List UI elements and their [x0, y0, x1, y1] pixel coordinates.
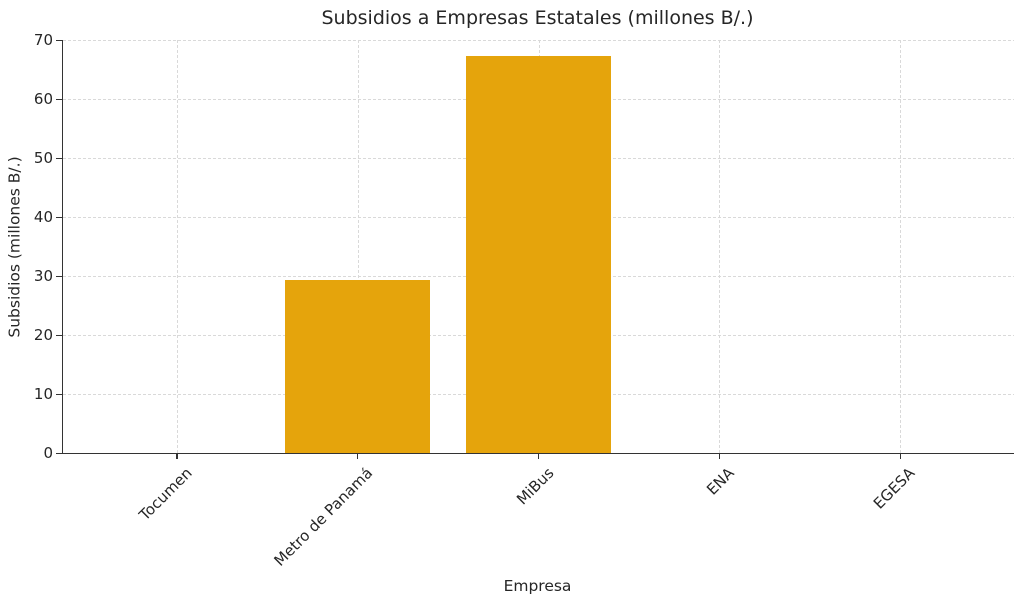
- y-axis-label-text: Subsidios (millones B/.): [6, 155, 25, 338]
- vertical-gridline: [357, 40, 359, 453]
- vertical-gridline: [176, 40, 178, 453]
- x-axis-tick: [538, 453, 540, 459]
- y-axis-tick: [56, 334, 63, 336]
- bar: [466, 55, 611, 453]
- y-axis-tick: [56, 157, 63, 159]
- y-tick-label: 60: [33, 90, 53, 108]
- y-axis-tick: [56, 39, 63, 41]
- y-tick-label: 50: [33, 149, 53, 167]
- y-axis-tick: [56, 275, 63, 277]
- x-tick-label: MiBus: [512, 464, 558, 509]
- x-axis-tick: [176, 453, 178, 459]
- vertical-gridline: [900, 40, 902, 453]
- x-tick-label: Metro de Panamá: [270, 464, 377, 570]
- x-axis-tick: [357, 453, 359, 459]
- y-tick-label: 20: [33, 326, 53, 344]
- y-axis-tick: [56, 452, 63, 454]
- plot-area: 0 10 20 30 40 50 60 70 Tocumen Metro de Panamá MiB…: [34, 31, 1014, 570]
- y-axis-tick: [56, 216, 63, 218]
- x-tick-label: ENA: [703, 464, 739, 499]
- y-axis-tick: [56, 393, 63, 395]
- y-tick-label: 30: [33, 267, 53, 285]
- y-axis-tick: [56, 98, 63, 100]
- bar: [285, 280, 430, 453]
- x-axis-label: Empresa: [503, 577, 572, 595]
- y-tick-label: 0: [43, 444, 53, 462]
- x-axis-tick: [899, 453, 901, 459]
- y-tick-label: 10: [33, 385, 53, 403]
- y-tick-label: 70: [33, 31, 53, 49]
- vertical-gridline: [719, 40, 721, 453]
- x-tick-label: EGESA: [870, 464, 919, 513]
- x-axis-tick: [718, 453, 721, 459]
- x-tick-label: Tocumen: [135, 464, 196, 525]
- chart-title: Subsidios a Empresas Estatales (millones…: [321, 7, 754, 29]
- y-tick-label: 40: [33, 208, 53, 226]
